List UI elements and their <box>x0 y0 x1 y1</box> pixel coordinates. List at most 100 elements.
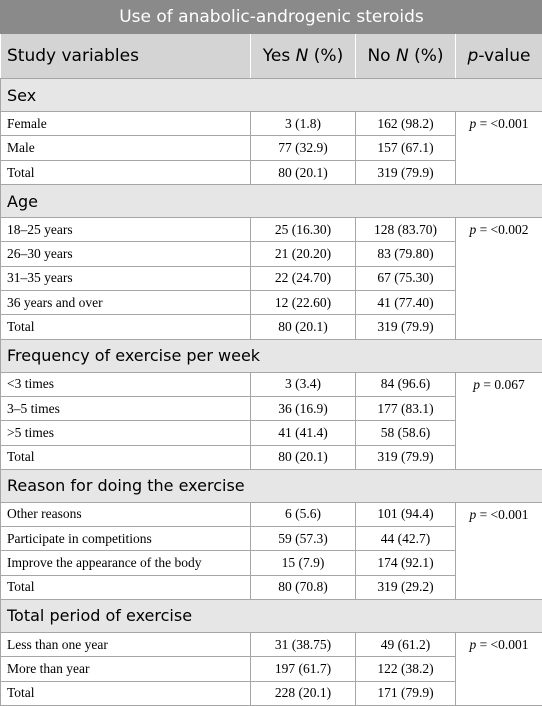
text-segment: N <box>395 46 409 67</box>
section-label: Total period of exercise <box>0 599 542 633</box>
data-row: >5 times 41 (41.4) 58 (58.6) <box>0 420 542 446</box>
count-cell: 162 (98.2) <box>355 111 456 137</box>
count-cell: 15 (7.9) <box>250 550 356 576</box>
data-row: 31–35 years 22 (24.70) 67 (75.30) <box>0 265 542 292</box>
count-cell: 25 (16.30) <box>250 216 356 243</box>
text-segment: N <box>295 46 309 67</box>
column-header: p-value <box>455 32 542 80</box>
variable-cell: 18–25 years <box>0 216 251 243</box>
section-label: Sex <box>0 78 542 113</box>
variable-cell: <3 times <box>0 371 251 397</box>
column-header: Study variables <box>0 32 251 80</box>
variable-cell: Other reasons <box>0 501 251 528</box>
header-row: Study variables Yes N (%) No N (%) p-value <box>0 32 542 80</box>
variable-cell: 31–35 years <box>0 265 251 292</box>
data-row: Participate in competitions 59 (57.3) 44 (… <box>0 526 542 552</box>
text-segment: = <0.001 <box>476 636 529 652</box>
variable-cell: Improve the appearance of the body <box>0 550 251 576</box>
section-row: Frequency of exercise per week <box>0 338 542 373</box>
count-cell: 319 (79.9) <box>355 159 456 186</box>
count-cell: 6 (5.6) <box>250 501 356 528</box>
variable-cell: >5 times <box>0 420 251 446</box>
variable-cell: Total <box>0 444 251 470</box>
count-cell: 84 (96.6) <box>355 371 456 397</box>
data-row: Total 228 (20.1) 171 (79.9) <box>0 680 542 706</box>
text-segment: = <0.001 <box>476 506 529 522</box>
data-row: Less than one year 31 (38.75) 49 (61.2) p =… <box>0 631 542 706</box>
text-segment: (%) <box>408 46 444 67</box>
text-segment: p <box>467 46 479 67</box>
count-cell: 59 (57.3) <box>250 526 356 552</box>
section-row: Reason for doing the exercise <box>0 468 542 503</box>
count-cell: 31 (38.75) <box>250 631 356 658</box>
text-segment: p <box>473 376 480 392</box>
text-segment: = <0.001 <box>476 116 529 132</box>
count-cell: 83 (79.80) <box>355 241 456 267</box>
data-row: Improve the appearance of the body 15 (7.… <box>0 550 542 576</box>
text-segment: p <box>469 116 477 132</box>
text-segment: (%) <box>308 46 344 67</box>
count-cell: 77 (32.9) <box>250 135 356 161</box>
section-row: Age <box>0 184 542 218</box>
count-cell: 58 (58.6) <box>355 420 456 446</box>
count-cell: 21 (20.20) <box>250 241 356 267</box>
data-row: 3–5 times 36 (16.9) 177 (83.1) <box>0 395 542 422</box>
count-cell: 122 (38.2) <box>355 656 456 682</box>
column-header: No N (%) <box>355 32 456 80</box>
count-cell: 44 (42.7) <box>355 526 456 552</box>
data-row: Total 80 (20.1) 319 (79.9) <box>0 314 542 340</box>
data-row: Total 80 (70.8) 319 (29.2) <box>0 574 542 601</box>
text-segment: Study variables <box>7 46 139 67</box>
variable-cell: More than year <box>0 656 251 682</box>
section-label: Reason for doing the exercise <box>0 468 542 503</box>
text-segment: p <box>469 636 477 652</box>
table-title: Use of anabolic-androgenic steroids <box>0 0 542 34</box>
variable-cell: Female <box>0 111 251 137</box>
variable-cell: Male <box>0 135 251 161</box>
variable-cell: Less than one year <box>0 631 251 658</box>
data-row: <3 times 3 (3.4) 84 (96.6) p = 0.067 <box>0 371 542 470</box>
count-cell: 171 (79.9) <box>355 680 456 706</box>
data-row: Female 3 (1.8) 162 (98.2) p = <0.001 <box>0 111 542 186</box>
data-row: Total 80 (20.1) 319 (79.9) <box>0 444 542 470</box>
data-row: 26–30 years 21 (20.20) 83 (79.80) <box>0 241 542 267</box>
count-cell: 80 (20.1) <box>250 444 356 470</box>
text-segment: = 0.067 <box>480 376 525 392</box>
count-cell: 3 (3.4) <box>250 371 356 397</box>
count-cell: 36 (16.9) <box>250 395 356 422</box>
p-value-cell: p = 0.067 <box>455 371 542 470</box>
count-cell: 319 (29.2) <box>355 574 456 601</box>
title-row: Use of anabolic-androgenic steroids <box>0 0 542 34</box>
count-cell: 80 (20.1) <box>250 314 356 340</box>
data-row: More than year 197 (61.7) 122 (38.2) <box>0 656 542 682</box>
count-cell: 22 (24.70) <box>250 265 356 292</box>
variable-cell: 26–30 years <box>0 241 251 267</box>
text-segment: p <box>469 221 477 237</box>
text-segment: Yes <box>262 46 296 67</box>
text-segment: p <box>469 506 477 522</box>
p-value-cell: p = <0.001 <box>455 501 542 601</box>
variable-cell: Total <box>0 159 251 186</box>
p-value-cell: p = <0.002 <box>455 216 542 340</box>
count-cell: 67 (75.30) <box>355 265 456 292</box>
data-row: Total 80 (20.1) 319 (79.9) <box>0 159 542 186</box>
count-cell: 101 (94.4) <box>355 501 456 528</box>
section-label: Age <box>0 184 542 218</box>
text-segment: No <box>367 46 396 67</box>
column-header: Yes N (%) <box>250 32 356 80</box>
variable-cell: Participate in competitions <box>0 526 251 552</box>
variable-cell: Total <box>0 680 251 706</box>
section-row: Total period of exercise <box>0 599 542 633</box>
variable-cell: Total <box>0 314 251 340</box>
text-segment: = <0.002 <box>476 221 529 237</box>
variable-cell: Total <box>0 574 251 601</box>
p-value-cell: p = <0.001 <box>455 631 542 706</box>
text-segment: -value <box>478 46 531 67</box>
variable-cell: 3–5 times <box>0 395 251 422</box>
count-cell: 177 (83.1) <box>355 395 456 422</box>
count-cell: 319 (79.9) <box>355 444 456 470</box>
p-value-cell: p = <0.001 <box>455 111 542 186</box>
